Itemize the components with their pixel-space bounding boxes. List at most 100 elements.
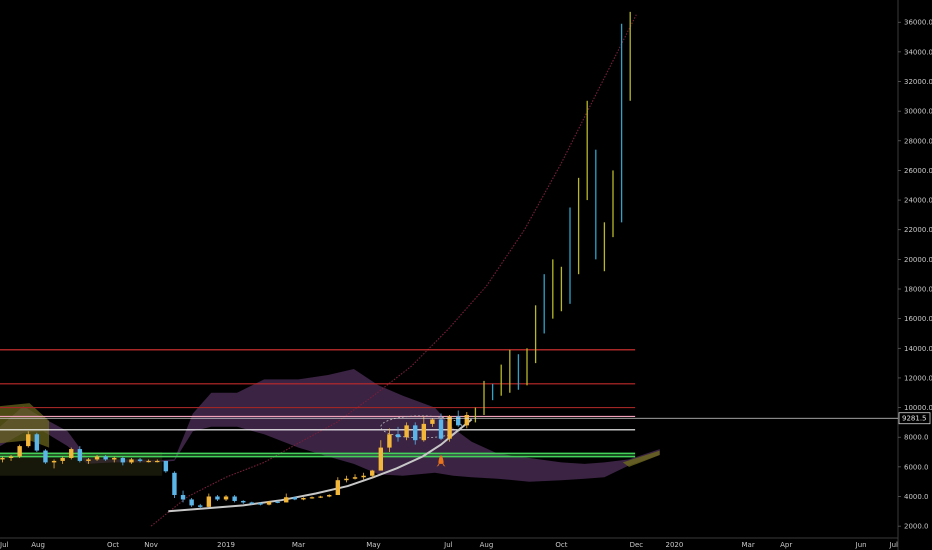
candle-body <box>361 475 366 478</box>
candle-body <box>0 457 5 460</box>
price-axis-tick-label: 28000.0 <box>904 137 932 145</box>
time-axis-tick-label: Jul <box>443 541 453 549</box>
rounded-bottom-arc <box>168 415 473 513</box>
candle-body <box>163 460 169 472</box>
candle-body <box>249 502 255 504</box>
candle-body <box>94 456 100 460</box>
candle-body <box>404 425 409 438</box>
price-axis-tick-label: 2000.0 <box>904 523 929 531</box>
candle-body <box>137 459 143 461</box>
candle-body <box>206 496 212 507</box>
rocket-icon <box>436 454 446 467</box>
candle-body <box>26 434 31 447</box>
candle-body <box>430 419 435 424</box>
price-axis-tick-label: 30000.0 <box>904 108 932 116</box>
time-axis-tick-label: Aug <box>31 541 45 549</box>
candle-body <box>335 480 341 496</box>
price-axis-tick-label: 34000.0 <box>904 48 932 56</box>
candle-body <box>447 416 452 439</box>
candle-body <box>301 497 306 500</box>
candle-body <box>309 497 315 499</box>
current-price-label <box>898 412 931 425</box>
candle-body <box>241 500 246 503</box>
growth-curve <box>150 14 637 527</box>
time-axis-tick-label: Oct <box>555 541 567 549</box>
candle-body <box>215 496 220 500</box>
time-axis-tick-label: Mar <box>742 541 755 549</box>
candle-body <box>86 459 91 461</box>
current-price-label-text: 9281.5 <box>902 415 927 423</box>
price-axis-tick-label: 16000.0 <box>904 315 932 323</box>
rocket-fins <box>436 463 446 467</box>
time-axis-tick-label: 2019 <box>217 541 235 549</box>
time-axis-tick-label: Jun <box>855 541 867 549</box>
candle-body <box>69 449 74 458</box>
candle-body <box>180 495 186 500</box>
candle-body <box>413 425 418 441</box>
candle-body <box>344 478 349 481</box>
candle-body <box>60 457 65 461</box>
candle-body <box>51 460 57 463</box>
candle-body <box>232 496 237 501</box>
time-axis[interactable]: Jul Aug Oct Nov 2019 Mar May Jul Aug Oct Dec 2020 Ma… <box>0 537 899 549</box>
candle-body <box>155 460 160 463</box>
candle-body <box>370 470 375 476</box>
candle-body <box>129 459 134 463</box>
time-axis-tick-label: Nov <box>144 541 158 549</box>
candle-body <box>103 456 108 460</box>
time-axis-tick-label: 2020 <box>666 541 684 549</box>
time-axis-tick-label: Oct <box>107 541 119 549</box>
consolidation-ellipse <box>380 415 463 439</box>
plot-area[interactable] <box>0 11 660 527</box>
candle-body <box>395 434 401 438</box>
price-axis-tick-label: 26000.0 <box>904 167 932 175</box>
candle-body <box>223 496 229 500</box>
candle-body <box>464 414 470 426</box>
candle-body <box>438 419 444 439</box>
candle-body <box>378 447 384 471</box>
time-axis-tick-label: Jul <box>0 541 9 549</box>
price-axis-tick-label: 14000.0 <box>904 345 932 353</box>
rocket-body <box>438 454 444 464</box>
time-axis-tick-label: Mar <box>292 541 305 549</box>
candle-body <box>198 505 203 507</box>
candle-body <box>456 416 461 426</box>
cloud-bull-segment <box>0 403 50 448</box>
candle-body <box>275 501 280 503</box>
time-axis-tick-label: Aug <box>480 541 494 549</box>
candle-body <box>258 503 263 505</box>
candle-body <box>189 499 194 506</box>
candle-body <box>146 460 151 463</box>
candle-body <box>77 449 83 461</box>
candle-body <box>387 434 392 448</box>
projected-bars <box>474 11 631 423</box>
price-axis-tick-label: 18000.0 <box>904 286 932 294</box>
price-axis-tick-label: 10000.0 <box>904 404 932 412</box>
candle-body <box>43 450 48 463</box>
cloud-bull-segment <box>622 450 660 467</box>
candle-body <box>292 497 298 500</box>
candle-body <box>172 472 177 496</box>
price-axis-tick-label: 6000.0 <box>904 463 929 471</box>
price-axis-tick-label: 8000.0 <box>904 434 929 442</box>
price-axis-tick-label: 22000.0 <box>904 226 932 234</box>
candle-body <box>266 501 272 505</box>
price-axis-tick-label: 24000.0 <box>904 197 932 205</box>
candle-body <box>120 457 126 463</box>
time-axis-tick-label: May <box>366 541 380 549</box>
price-axis-tick-label: 20000.0 <box>904 256 932 264</box>
price-axis[interactable]: 2000.0 4000.0 6000.0 8000.0 10000.0 12000.0 14… <box>897 0 932 550</box>
candle-body <box>421 423 427 441</box>
ichimoku-cloud <box>0 369 660 482</box>
growth-curve-line <box>150 14 637 527</box>
candle-body <box>327 495 332 497</box>
current-price-marker: 9281.5 <box>0 412 931 425</box>
candle-body <box>318 496 323 498</box>
candle-body <box>284 497 289 503</box>
rounded-bottom-arc-line <box>168 418 473 513</box>
time-axis-tick-label: Apr <box>780 541 792 549</box>
time-axis-tick-label: Jul <box>889 541 899 549</box>
candle-body <box>17 446 22 457</box>
candle-body <box>352 477 358 479</box>
